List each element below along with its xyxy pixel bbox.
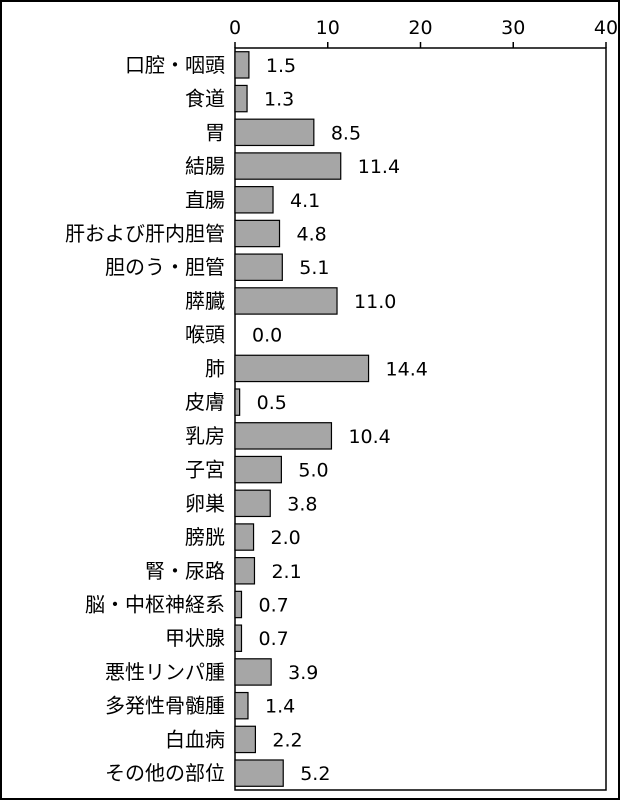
category-label: 悪性リンパ腫 xyxy=(105,660,225,684)
category-label: 直腸 xyxy=(185,188,225,212)
category-label: 膵臓 xyxy=(185,289,225,313)
bar-20 xyxy=(234,691,249,720)
value-label: 10.4 xyxy=(348,426,390,448)
value-label: 2.2 xyxy=(272,729,302,751)
value-label: 2.1 xyxy=(271,561,301,583)
value-label: 0.0 xyxy=(252,325,282,347)
bar-10 xyxy=(234,354,370,383)
bar-7 xyxy=(234,253,283,281)
value-label: 4.1 xyxy=(290,190,320,212)
x-tick-label: 20 xyxy=(408,17,432,39)
value-label: 5.2 xyxy=(300,763,330,785)
value-label: 2.0 xyxy=(271,527,301,549)
bar-14 xyxy=(234,489,271,518)
bar-17 xyxy=(234,590,243,619)
category-label: 肺 xyxy=(205,356,225,380)
x-tick-label: 40 xyxy=(594,17,618,39)
value-label: 3.9 xyxy=(288,662,318,684)
x-tick-label: 10 xyxy=(316,17,340,39)
bar-15 xyxy=(234,523,255,551)
category-label: 膀胱 xyxy=(185,525,225,549)
x-tick-label: 0 xyxy=(229,17,241,39)
bar-21 xyxy=(234,725,257,754)
bar-2 xyxy=(234,84,248,113)
value-label: 0.7 xyxy=(258,628,288,650)
category-label: 卵巣 xyxy=(185,491,225,515)
bar-5 xyxy=(234,186,274,214)
bar-18 xyxy=(234,624,243,652)
category-label: 乳房 xyxy=(185,424,225,448)
value-label: 5.0 xyxy=(298,460,328,482)
bar-19 xyxy=(234,658,272,686)
bar-22 xyxy=(234,759,284,787)
category-label: 口腔・咽頭 xyxy=(125,53,225,77)
category-label: 子宮 xyxy=(185,458,225,482)
value-label: 14.4 xyxy=(386,358,428,380)
bar-4 xyxy=(234,152,342,180)
bar-8 xyxy=(234,287,338,315)
value-label: 1.4 xyxy=(265,696,295,718)
value-label: 5.1 xyxy=(299,257,329,279)
bar-12 xyxy=(234,422,333,450)
value-label: 11.4 xyxy=(358,156,400,178)
bar-16 xyxy=(234,557,256,585)
category-label: 胃 xyxy=(205,120,225,144)
value-label: 0.7 xyxy=(258,595,288,617)
category-label: その他の部位 xyxy=(105,761,225,785)
value-label: 1.3 xyxy=(264,89,294,111)
category-label: 胆のう・胆管 xyxy=(105,255,225,279)
category-label: 肝および肝内胆管 xyxy=(65,222,225,246)
value-label: 3.8 xyxy=(287,493,317,515)
bar-3 xyxy=(234,118,315,147)
value-label: 8.5 xyxy=(331,122,361,144)
category-label: 白血病 xyxy=(165,727,225,751)
category-label: 多発性骨髄腫 xyxy=(105,694,225,718)
category-label: 食道 xyxy=(185,87,225,111)
category-label: 喉頭 xyxy=(185,323,225,347)
bar-6 xyxy=(234,219,281,248)
bar-13 xyxy=(234,455,282,484)
value-label: 0.5 xyxy=(257,392,287,414)
category-label: 皮膚 xyxy=(185,390,225,414)
category-label: 脳・中枢神経系 xyxy=(85,593,225,617)
category-label: 腎・尿路 xyxy=(145,559,225,583)
value-label: 1.5 xyxy=(266,55,296,77)
value-label: 11.0 xyxy=(354,291,396,313)
category-label: 結腸 xyxy=(185,154,225,178)
category-label: 甲状腺 xyxy=(165,626,225,650)
x-tick-label: 30 xyxy=(501,17,525,39)
bar-1 xyxy=(234,51,250,79)
bar-11 xyxy=(234,388,241,416)
value-label: 4.8 xyxy=(297,224,327,246)
